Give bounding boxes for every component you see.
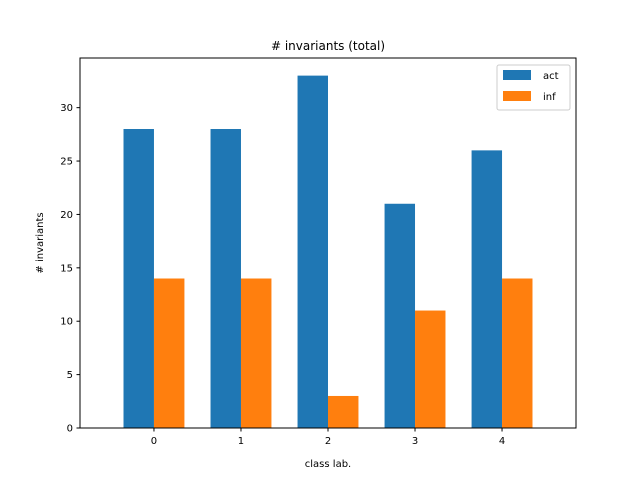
y-tick-label: 10 [60, 317, 73, 328]
bar-inf-3 [415, 310, 446, 428]
y-axis-ticks: 0 5 10 15 20 25 30 [60, 103, 80, 435]
x-tick-label: 4 [499, 436, 505, 447]
x-tick-label: 0 [151, 436, 157, 447]
y-tick-label: 5 [67, 370, 73, 381]
x-axis-label: class lab. [305, 459, 351, 470]
legend-label-inf: inf [543, 92, 556, 103]
y-tick-label: 20 [60, 210, 73, 221]
legend: act inf [496, 64, 571, 111]
y-tick-label: 0 [67, 424, 73, 435]
bars-group [123, 75, 533, 428]
bar-act-3 [384, 203, 416, 428]
bar-inf-4 [502, 278, 533, 428]
x-axis-ticks: 0 1 2 3 4 [151, 428, 505, 447]
bar-act-2 [297, 75, 328, 428]
x-tick-label: 3 [412, 436, 418, 447]
y-tick-label: 30 [60, 103, 73, 114]
bar-act-4 [471, 150, 503, 428]
bar-inf-1 [240, 278, 272, 428]
legend-swatch-act [503, 70, 531, 80]
bar-act-1 [210, 129, 241, 428]
y-tick-label: 15 [60, 263, 73, 274]
plot-frame [79, 57, 577, 429]
legend-label-act: act [543, 71, 559, 82]
y-axis-label: # invariants [35, 212, 46, 273]
legend-swatch-inf [503, 91, 531, 101]
bar-inf-2 [328, 395, 359, 428]
x-tick-label: 2 [325, 436, 331, 447]
bar-act-0 [123, 129, 154, 428]
y-tick-label: 25 [60, 157, 73, 168]
chart-title: # invariants (total) [271, 39, 385, 53]
x-tick-label: 1 [238, 436, 244, 447]
bar-inf-0 [153, 278, 185, 428]
